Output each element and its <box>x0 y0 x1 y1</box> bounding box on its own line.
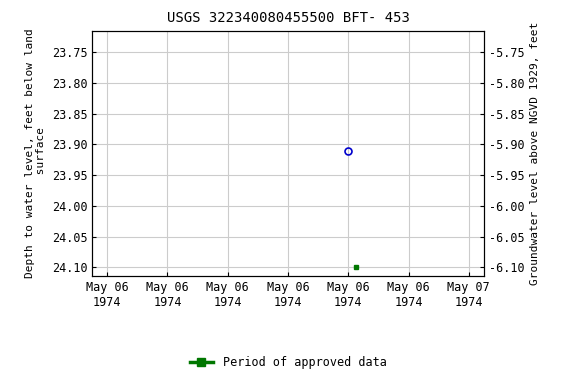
Y-axis label: Groundwater level above NGVD 1929, feet: Groundwater level above NGVD 1929, feet <box>530 22 540 285</box>
Y-axis label: Depth to water level, feet below land
 surface: Depth to water level, feet below land su… <box>25 29 46 278</box>
Legend: Period of approved data: Period of approved data <box>185 351 391 374</box>
Title: USGS 322340080455500 BFT- 453: USGS 322340080455500 BFT- 453 <box>166 12 410 25</box>
